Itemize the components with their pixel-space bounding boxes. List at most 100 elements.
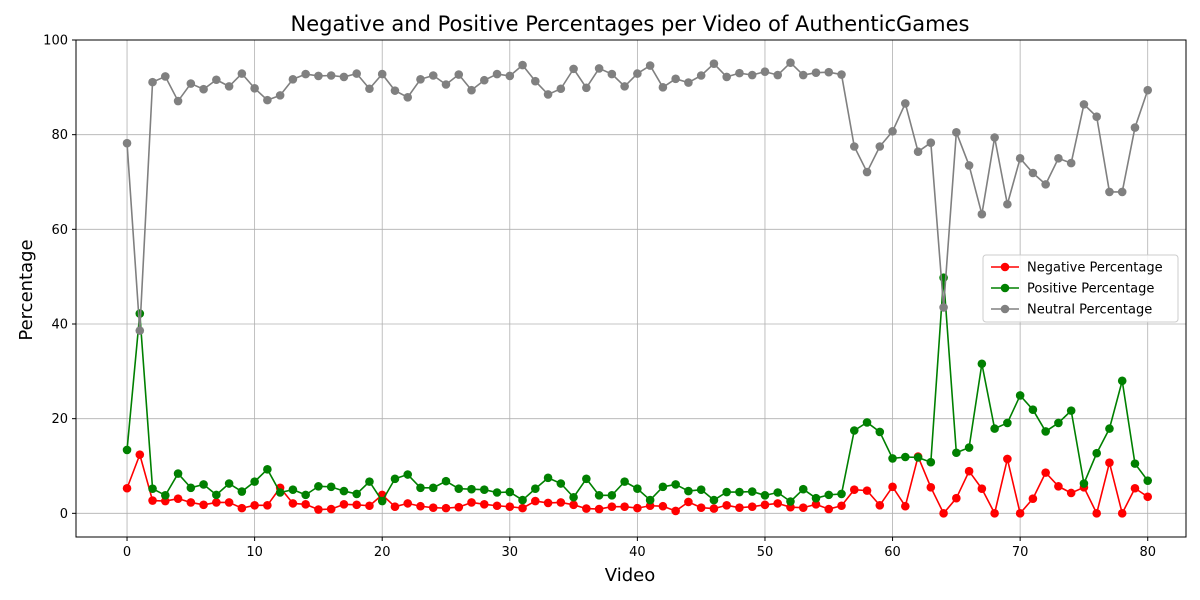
data-point (1028, 168, 1038, 178)
data-point (428, 483, 438, 493)
data-point (518, 60, 527, 70)
data-point (301, 69, 310, 79)
data-point (416, 74, 425, 84)
data-point (212, 498, 221, 507)
data-point (722, 72, 731, 82)
data-point (326, 71, 336, 80)
data-point (582, 83, 591, 93)
data-point (224, 479, 234, 488)
data-point (1105, 187, 1114, 197)
x-tick-label: 70 (1012, 545, 1029, 560)
data-point (492, 501, 502, 511)
data-point (709, 504, 719, 513)
x-tick-label: 80 (1139, 545, 1156, 560)
data-point (773, 499, 783, 508)
data-point (1143, 85, 1153, 95)
data-point (607, 502, 617, 512)
data-point (849, 426, 859, 435)
data-point (428, 71, 438, 80)
data-point (1079, 479, 1089, 488)
data-point (173, 96, 183, 106)
y-tick-label: 100 (43, 34, 68, 49)
data-point (798, 484, 808, 494)
data-point (926, 457, 936, 467)
data-point (594, 64, 604, 73)
y-tick-label: 0 (60, 507, 68, 522)
data-point (684, 78, 693, 87)
data-point (161, 491, 170, 500)
data-point (1092, 448, 1101, 458)
legend-marker (1000, 283, 1010, 293)
data-point (837, 501, 846, 511)
data-point (199, 84, 208, 94)
data-point (569, 492, 578, 502)
legend-item: Positive Percentage (991, 282, 1154, 297)
data-point (467, 498, 476, 507)
data-point (301, 500, 310, 509)
data-point (760, 67, 770, 77)
data-point (1028, 494, 1038, 503)
data-point (888, 482, 897, 492)
data-point (1105, 424, 1114, 433)
x-tick-label: 60 (884, 545, 901, 560)
data-point (403, 499, 413, 508)
legend-marker (1000, 262, 1010, 272)
data-point (1105, 458, 1114, 467)
data-point (148, 496, 157, 505)
data-point (901, 452, 910, 462)
data-point (990, 424, 999, 433)
data-point (620, 82, 629, 91)
data-point (722, 500, 731, 510)
data-point (837, 489, 846, 499)
data-point (658, 501, 668, 511)
series-layer (122, 58, 1153, 518)
data-point (365, 84, 374, 94)
data-point (531, 496, 540, 506)
data-point (263, 500, 272, 510)
data-point (709, 495, 719, 505)
data-point (390, 474, 400, 484)
data-point (773, 488, 783, 497)
data-point (862, 167, 872, 177)
x-tick-label: 50 (757, 545, 774, 560)
data-point (1003, 199, 1012, 209)
data-point (428, 503, 438, 512)
data-point (658, 482, 668, 492)
data-point (952, 128, 961, 137)
data-point (671, 480, 680, 489)
data-point (224, 82, 234, 91)
data-point (1117, 187, 1127, 197)
data-point (773, 70, 783, 80)
x-tick-label: 10 (246, 545, 263, 560)
data-point (390, 502, 400, 512)
data-point (1130, 483, 1140, 493)
data-point (939, 509, 948, 518)
data-point (696, 503, 706, 512)
data-point (582, 474, 591, 484)
data-point (620, 502, 629, 512)
data-point (288, 499, 298, 508)
data-point (454, 484, 464, 494)
data-point (1054, 154, 1063, 163)
x-tick-label: 20 (374, 545, 391, 560)
data-point (250, 83, 259, 93)
data-point (849, 485, 859, 494)
data-point (1003, 418, 1012, 428)
data-point (1130, 459, 1140, 468)
data-point (505, 71, 515, 81)
data-point (620, 477, 629, 486)
data-point (645, 61, 655, 70)
data-point (275, 488, 285, 497)
data-point (1015, 509, 1025, 518)
data-point (543, 498, 553, 508)
data-point (926, 138, 936, 148)
y-tick-label: 40 (51, 318, 68, 333)
data-point (326, 504, 336, 514)
data-point (1143, 492, 1153, 502)
legend-label: Neutral Percentage (1027, 303, 1152, 318)
data-point (467, 85, 476, 95)
data-point (237, 503, 247, 513)
data-point (173, 494, 183, 503)
data-point (990, 133, 999, 142)
data-point (556, 498, 566, 507)
